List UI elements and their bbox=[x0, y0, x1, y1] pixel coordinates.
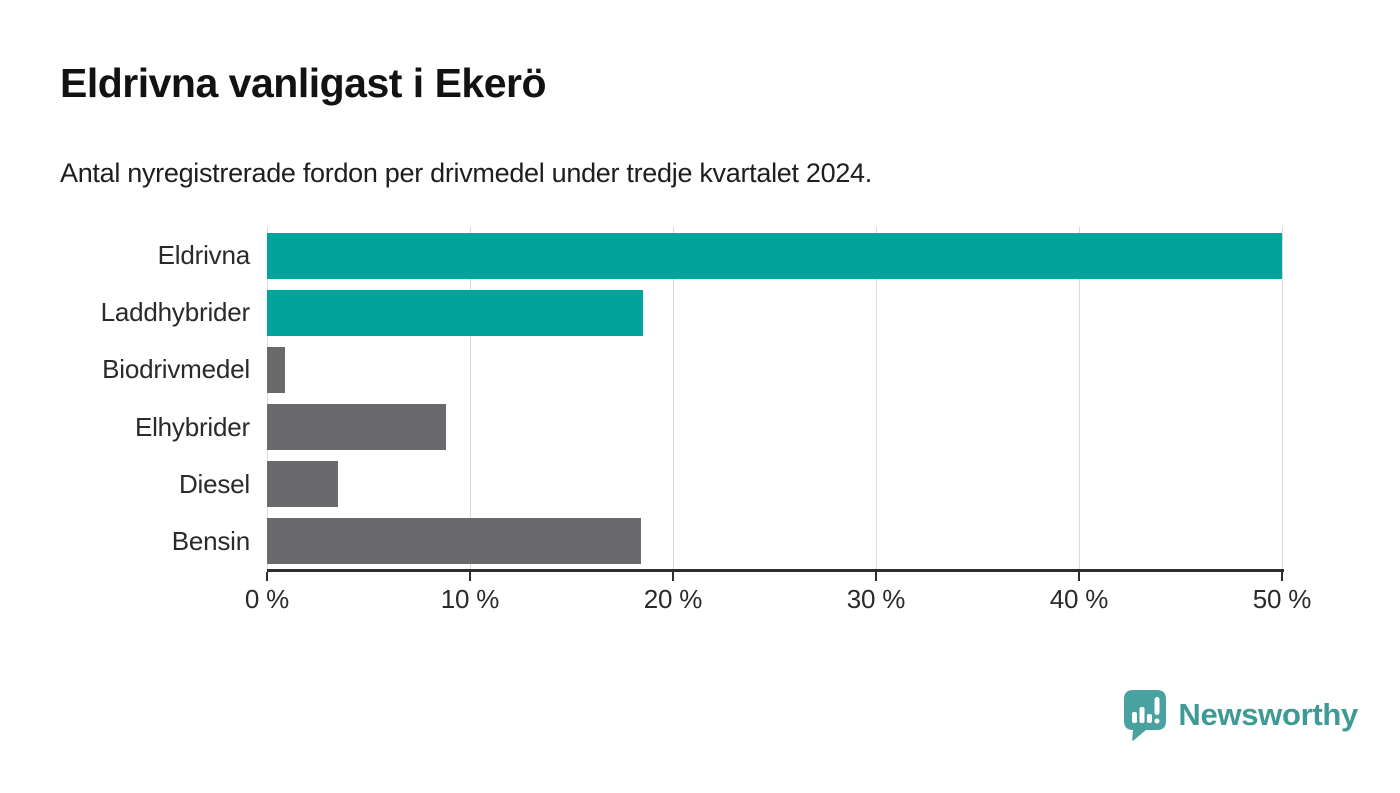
gridline bbox=[1281, 227, 1283, 570]
bar-row bbox=[267, 341, 1282, 398]
chart-subtitle: Antal nyregistrerade fordon per drivmede… bbox=[60, 158, 872, 188]
x-axis-tick bbox=[266, 572, 268, 581]
x-axis-tick bbox=[672, 572, 674, 581]
x-axis-tick bbox=[1281, 572, 1283, 581]
category-label: Laddhybrider bbox=[100, 297, 251, 328]
gridline bbox=[672, 227, 674, 570]
x-axis-tick-label: 30 % bbox=[846, 584, 906, 614]
x-axis-tick bbox=[875, 572, 877, 581]
chart-title: Eldrivna vanligast i Ekerö bbox=[60, 60, 547, 106]
bar-bensin bbox=[267, 518, 641, 565]
category-label: Biodrivmedel bbox=[102, 354, 250, 385]
newsworthy-brand-text: Newsworthy bbox=[1178, 697, 1358, 732]
bar-row bbox=[267, 399, 1282, 456]
x-axis-tick-label: 10 % bbox=[440, 584, 500, 614]
gridline bbox=[875, 227, 877, 570]
gridline bbox=[469, 227, 471, 570]
x-axis-tick-label: 0 % bbox=[244, 584, 290, 614]
bar-rows bbox=[267, 227, 1282, 570]
gridline bbox=[266, 227, 268, 570]
x-axis-line bbox=[267, 569, 1284, 572]
bar-eldrivna bbox=[267, 232, 1282, 279]
x-axis-tick-label: 50 % bbox=[1252, 584, 1312, 614]
x-axis-tick-label: 20 % bbox=[643, 584, 703, 614]
bar-row bbox=[267, 513, 1282, 570]
x-axis-tick-label: 40 % bbox=[1049, 584, 1109, 614]
category-label: Eldrivna bbox=[157, 240, 251, 271]
bar-laddhybrider bbox=[267, 289, 643, 336]
x-axis-tick bbox=[469, 572, 471, 581]
y-axis-category-labels: Eldrivna Laddhybrider Biodrivmedel Elhybrid… bbox=[0, 227, 251, 570]
category-label: Elhybrider bbox=[134, 411, 250, 442]
bar-biodrivmedel bbox=[267, 346, 286, 393]
category-label: Bensin bbox=[171, 525, 251, 556]
x-axis-tick bbox=[1078, 572, 1080, 581]
gridline bbox=[1078, 227, 1080, 570]
bar-elhybrider bbox=[267, 404, 446, 451]
newsworthy-bubble-chart-icon bbox=[1124, 690, 1167, 741]
x-axis-tick-labels: 0 % 10 % 20 % 30 % 40 % 50 % bbox=[245, 584, 1312, 618]
newsworthy-brand: Newsworthy bbox=[1122, 688, 1358, 742]
plot-area bbox=[266, 227, 1283, 570]
category-label: Diesel bbox=[178, 468, 250, 499]
bar-row bbox=[267, 284, 1282, 341]
bar-row bbox=[267, 456, 1282, 513]
bar-diesel bbox=[267, 461, 339, 508]
bar-row bbox=[267, 227, 1282, 284]
